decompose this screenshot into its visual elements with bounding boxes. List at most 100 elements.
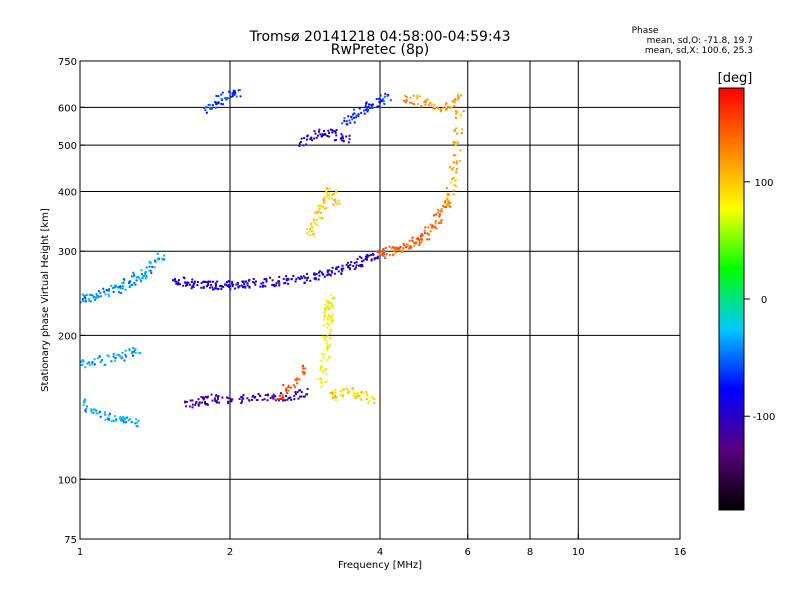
data-point (214, 282, 217, 285)
data-point (315, 218, 318, 221)
gridlines (80, 61, 680, 539)
data-point (135, 425, 138, 428)
data-point (229, 288, 232, 291)
data-point (348, 138, 351, 141)
data-point (243, 285, 246, 288)
data-point (353, 268, 356, 271)
data-point (323, 207, 326, 210)
data-point (183, 277, 186, 280)
data-point (127, 281, 130, 284)
data-point (217, 95, 220, 98)
data-point (322, 369, 325, 372)
data-point (285, 275, 288, 278)
data-point (206, 396, 209, 399)
data-point (323, 318, 326, 321)
data-point (257, 392, 260, 395)
data-point (321, 217, 324, 220)
data-point (449, 205, 452, 208)
data-point (397, 248, 400, 251)
data-point (197, 398, 200, 401)
data-point (89, 294, 92, 297)
data-point (151, 265, 154, 268)
data-point (113, 286, 116, 289)
data-point (264, 285, 267, 288)
data-point (212, 288, 215, 291)
data-point (322, 335, 325, 338)
data-point (419, 241, 422, 244)
data-point (238, 398, 241, 401)
data-point (356, 395, 359, 398)
data-point (185, 405, 188, 408)
data-point (92, 296, 95, 299)
data-point (366, 395, 369, 398)
data-point (225, 284, 228, 287)
data-point (120, 357, 123, 360)
data-point (325, 207, 328, 210)
data-point (320, 271, 323, 274)
data-point (298, 144, 301, 147)
data-point (383, 95, 386, 98)
data-point (447, 200, 450, 203)
data-point (360, 256, 363, 259)
data-point (430, 104, 433, 107)
data-point (265, 278, 268, 281)
data-point (198, 401, 201, 404)
data-point (373, 258, 376, 261)
data-point (377, 97, 380, 100)
data-point (133, 348, 136, 351)
data-point (133, 273, 136, 276)
data-point (261, 398, 264, 401)
data-point (410, 246, 413, 249)
data-point (281, 396, 284, 399)
data-point (124, 353, 127, 356)
data-point (227, 402, 230, 405)
data-point (132, 275, 135, 278)
data-point (351, 118, 354, 121)
data-point (429, 230, 432, 233)
data-point (343, 117, 346, 120)
data-point (121, 287, 124, 290)
data-point (229, 397, 232, 400)
data-point (308, 234, 311, 237)
data-point (204, 109, 207, 112)
data-point (311, 139, 314, 142)
data-point (313, 137, 316, 140)
data-point (328, 332, 331, 335)
data-point (334, 201, 337, 204)
data-point (331, 396, 334, 399)
data-point (400, 251, 403, 254)
data-point (156, 258, 159, 261)
data-point (112, 290, 115, 293)
data-point (452, 161, 455, 164)
data-point (295, 278, 298, 281)
x-axis-label: Frequency [MHz] (338, 560, 422, 571)
data-point (445, 187, 448, 190)
data-point (269, 396, 272, 399)
data-point (360, 398, 363, 401)
data-point (328, 306, 331, 309)
data-point (236, 282, 239, 285)
data-point (149, 261, 152, 264)
data-point (350, 261, 353, 264)
data-point (331, 304, 334, 307)
data-point (278, 282, 281, 285)
data-point (233, 93, 236, 96)
data-point (287, 386, 290, 389)
data-point (348, 119, 351, 122)
data-point (88, 364, 91, 367)
data-point (285, 278, 288, 281)
data-point (379, 94, 382, 97)
data-point (440, 208, 443, 211)
data-point (454, 184, 457, 187)
data-point (448, 166, 451, 169)
data-point (122, 278, 125, 281)
data-point (273, 285, 276, 288)
data-point (210, 284, 213, 287)
data-point (259, 285, 262, 288)
data-point (224, 96, 227, 99)
data-point (186, 284, 189, 287)
data-point (394, 251, 397, 254)
data-point (309, 228, 312, 231)
data-point (111, 286, 114, 289)
data-point (320, 365, 323, 368)
